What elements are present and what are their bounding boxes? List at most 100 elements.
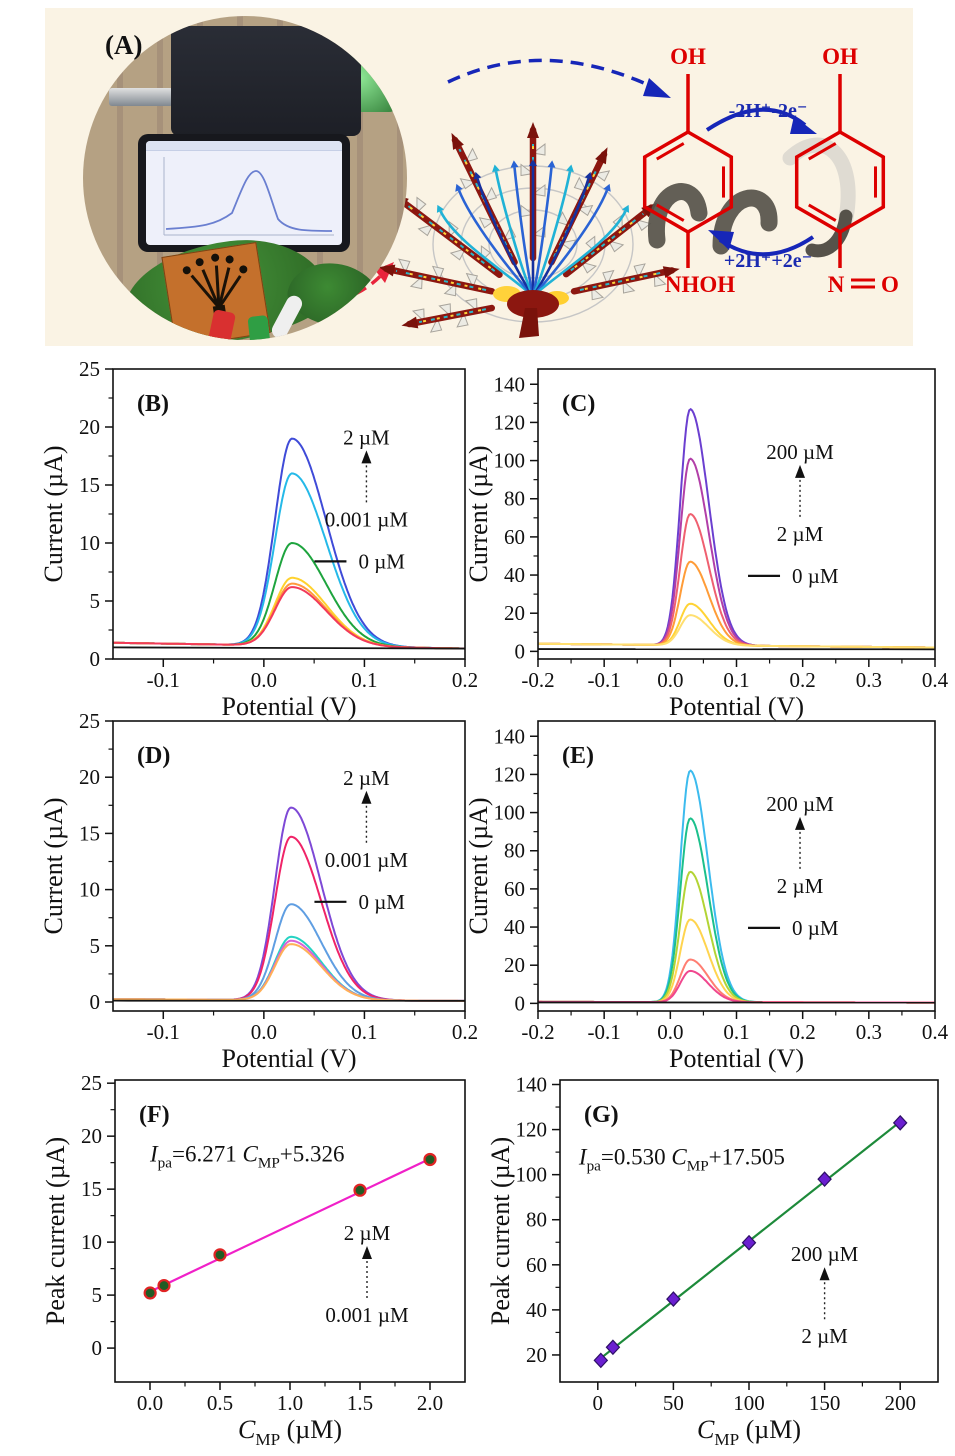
svg-text:0.001 µM: 0.001 µM [325,507,409,531]
data-point [892,1114,908,1131]
svg-text:20: 20 [79,415,100,439]
fit-line [149,1157,431,1293]
svg-text:(B): (B) [137,391,169,417]
panel-e-chart: -0.2 -0.1 0.0 0.1 0.2 0.3 0.4 0 20 40 60 80 100 120 14… [463,701,955,1088]
svg-text:-0.1: -0.1 [588,1020,621,1044]
svg-text:20: 20 [504,601,525,625]
svg-text:60: 60 [526,1253,547,1277]
screen-dpv-curve [163,157,334,236]
svg-text:20: 20 [81,1124,102,1148]
dpv-curve [538,614,935,649]
svg-text:200 µM: 200 µM [766,792,834,816]
svg-text:20: 20 [526,1343,547,1367]
svg-text:2.0: 2.0 [417,1391,443,1415]
svg-text:2 µM: 2 µM [343,425,390,449]
svg-text:-0.1: -0.1 [147,1020,180,1044]
svg-text:2 µM: 2 µM [801,1324,848,1348]
svg-text:Ipa=6.271 CMP+5.326: Ipa=6.271 CMP+5.326 [149,1142,345,1172]
svg-text:(G): (G) [584,1102,619,1128]
dpv-curve [538,407,935,649]
svg-text:0.2: 0.2 [790,1020,816,1044]
blue-arrowhead-icon [643,78,671,98]
svg-text:100: 100 [494,801,526,825]
svg-text:0: 0 [515,639,526,663]
data-point [423,1152,437,1167]
dpv-curve [113,541,465,650]
dpv-curve [113,935,465,1002]
svg-text:(D): (D) [137,743,170,769]
green-alligator-clip [247,315,271,340]
svg-text:0.1: 0.1 [351,668,377,692]
panel-a-scheme: (A) OH OH NHOH N O -2H⁺-2e⁻ +2H⁺+2e⁻ [45,8,913,346]
svg-text:0.2: 0.2 [790,668,816,692]
oxidation-arrow-label: -2H⁺-2e⁻ [728,100,808,122]
data-point [143,1286,157,1300]
dpv-curve [538,513,935,649]
svg-text:2 µM: 2 µM [777,522,824,546]
svg-text:80: 80 [504,487,525,511]
svg-text:0.3: 0.3 [856,1020,882,1044]
legend-arrow-icon [795,464,806,478]
svg-text:0: 0 [90,990,101,1014]
svg-text:100: 100 [733,1391,765,1415]
svg-text:Potential (V): Potential (V) [669,692,804,721]
dpv-curve [113,586,465,650]
panel-c-chart: -0.2 -0.1 0.0 0.1 0.2 0.3 0.4 0 20 40 60 80 100 120 14… [463,349,955,736]
svg-text:0: 0 [90,647,101,671]
svg-text:80: 80 [504,839,525,863]
data-point [817,1171,832,1188]
svg-text:5: 5 [90,934,101,958]
svg-text:0: 0 [515,991,526,1015]
dpv-curve [538,457,935,649]
svg-text:2 µM: 2 µM [343,766,390,790]
panel-g-plot: 0 50 100 150 200 20 40 60 80 100 120 140 CMP (µM) Pea… [486,1073,939,1449]
svg-text:-0.1: -0.1 [588,668,621,692]
svg-text:100: 100 [494,449,526,473]
svg-text:10: 10 [79,531,100,555]
svg-text:25: 25 [79,357,100,381]
hydroxyl-group-right: OH [822,44,858,69]
dpv-curve [113,943,465,1002]
svg-text:0.001 µM: 0.001 µM [325,1303,409,1327]
svg-text:0 µM: 0 µM [792,564,839,588]
svg-text:Current (µA): Current (µA) [464,798,493,935]
svg-text:0.4: 0.4 [922,668,949,692]
svg-text:0.2: 0.2 [452,1020,478,1044]
svg-text:140: 140 [516,1073,548,1097]
svg-text:60: 60 [504,525,525,549]
svg-text:0.0: 0.0 [657,1020,683,1044]
svg-text:(E): (E) [562,743,594,769]
svg-text:2 µM: 2 µM [777,874,824,898]
svg-text:0.5: 0.5 [207,1391,233,1415]
cable-connector [109,88,173,106]
dpv-curve [538,817,935,1004]
svg-text:0 µM: 0 µM [358,890,405,914]
data-point [666,1291,681,1307]
svg-text:20: 20 [504,953,525,977]
blue-dashed-arrow [447,58,656,90]
dpv-curve [538,870,935,1004]
reduction-arrow-label: +2H⁺+2e⁻ [723,250,813,272]
svg-text:(F): (F) [139,1102,170,1128]
legend-arrow-icon [361,790,372,804]
svg-text:80: 80 [526,1208,547,1232]
svg-text:Current (µA): Current (µA) [39,798,68,935]
svg-text:0 µM: 0 µM [358,549,405,573]
data-point [605,1339,621,1356]
svg-text:0.001 µM: 0.001 µM [325,848,409,872]
svg-text:(C): (C) [562,391,595,417]
svg-text:0.0: 0.0 [251,668,277,692]
legend-arrow-icon [819,1267,830,1281]
svg-text:0: 0 [593,1391,604,1415]
legend-arrow-icon [795,816,806,830]
blank-curve [113,646,465,650]
panel-b-chart: -0.1 0.0 0.1 0.2 0 5 10 15 20 25 Potential (V) Curr… [38,349,487,736]
svg-text:Current (µA): Current (µA) [39,446,68,583]
svg-text:10: 10 [79,878,100,902]
nitroso-o: O [881,272,899,297]
svg-text:60: 60 [504,877,525,901]
panel-a-label: (A) [105,30,143,60]
svg-text:0.3: 0.3 [856,668,882,692]
svg-text:25: 25 [81,1071,102,1095]
